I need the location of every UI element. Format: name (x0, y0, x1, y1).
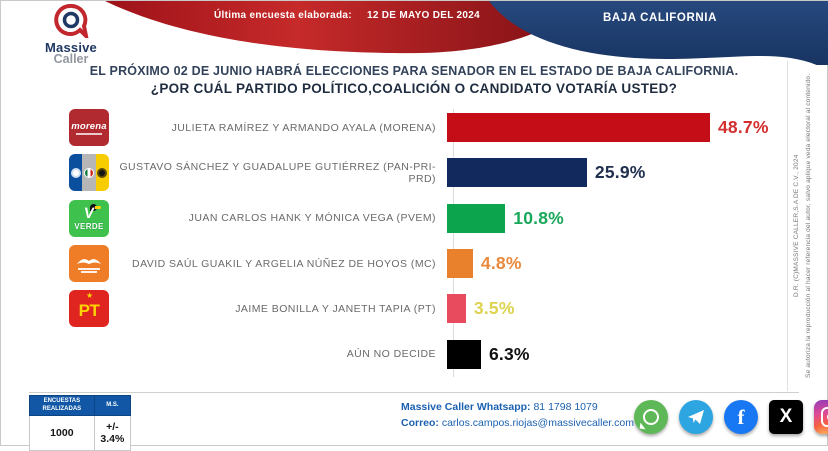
candidate-label: DAVID SAÚL GUAKIL Y ARGELIA NÚÑEZ DE HOY… (132, 257, 436, 270)
pri-emblem (83, 167, 94, 178)
last-survey-ribbon: Última encuesta elaborada: 12 DE MAYO DE… (179, 10, 515, 21)
surveys-count: 1000 (29, 415, 95, 451)
facebook-icon[interactable]: f (724, 400, 758, 434)
email-label: Correo: (401, 416, 439, 429)
last-survey-date: 12 DE MAYO DEL 2024 (366, 10, 480, 21)
poll-row-undecided: AÚN NO DECIDE 6.3% (69, 331, 769, 376)
date-ribbon-shape (105, 1, 585, 54)
morena-logo-subline (76, 132, 102, 135)
poll-row-pt: ★ PT JAIME BONILLA Y JANETH TAPIA (PT) 3… (69, 286, 769, 331)
toucan-icon (90, 203, 97, 211)
email-contact-line: Correo: carlos.campos.riojas@massivecall… (401, 416, 634, 432)
poll-row-morena: morena JULIETA RAMÍREZ Y ARMANDO AYALA (… (69, 105, 769, 150)
last-survey-label: Última encuesta elaborada: (214, 10, 352, 21)
result-bar-pt (447, 294, 466, 324)
social-icons: f X (634, 400, 828, 434)
contact-info: Massive Caller Whatsapp: 81 1798 1079 Co… (401, 400, 634, 432)
verde-v-mark: V (82, 204, 96, 222)
morena-logo-text: morena (71, 120, 107, 132)
brand-name-top: Massive (45, 40, 97, 55)
poll-bar-chart: morena JULIETA RAMÍREZ Y ARMANDO AYALA (… (69, 105, 769, 377)
candidate-label: JULIETA RAMÍREZ Y ARMANDO AYALA (MORENA) (171, 121, 436, 134)
whatsapp-bubble (643, 409, 659, 425)
pt-logo-text: PT (78, 300, 100, 320)
sample-size-table: ENCUESTAS REALIZADAS M.S. 1000 +/- 3.4% (29, 395, 132, 451)
copyright-separator-line (787, 61, 788, 391)
poll-row-pvem: V VERDE JUAN CARLOS HANK Y MÓNICA VEGA (… (69, 196, 769, 241)
title-line-1: EL PRÓXIMO 02 DE JUNIO HABRÁ ELECCIONES … (89, 64, 739, 78)
empty-logo-placeholder (69, 336, 109, 373)
telegram-plane (688, 410, 704, 424)
result-value: 4.8% (480, 253, 522, 274)
prd-stripe (95, 154, 109, 192)
result-value: 48.7% (718, 117, 769, 138)
candidate-label: GUSTAVO SÁNCHEZ Y GUADALUPE GUTIÉRREZ (P… (119, 160, 436, 185)
region-badge-shape (489, 1, 828, 65)
mc-logo-textline (81, 270, 97, 273)
pri-stripe (82, 154, 96, 192)
whatsapp-icon[interactable] (634, 400, 668, 434)
poll-row-mc: DAVID SAÚL GUAKIL Y ARGELIA NÚÑEZ DE HOY… (69, 241, 769, 286)
result-bar-pvem (447, 203, 506, 233)
pt-party-logo: ★ PT (69, 290, 109, 328)
instagram-camera (821, 407, 828, 427)
footer-separator-line (29, 392, 799, 393)
margin-value: +/- 3.4% (93, 415, 132, 451)
massive-caller-logo: Massive Caller (25, 3, 117, 66)
result-value: 25.9% (594, 162, 646, 183)
toucan-beak (95, 205, 101, 209)
pvem-verde-party-logo: V VERDE (69, 199, 109, 237)
poll-question-title: EL PRÓXIMO 02 DE JUNIO HABRÁ ELECCIONES … (56, 64, 772, 96)
title-line-2: ¿POR CUÁL PARTIDO POLÍTICO,COALICIÓN O C… (150, 81, 678, 96)
brand-name-bottom: Caller (53, 52, 89, 66)
morena-party-logo: morena (69, 109, 109, 147)
x-twitter-icon[interactable]: X (769, 400, 803, 434)
result-value: 6.3% (489, 343, 530, 364)
instagram-icon[interactable] (814, 400, 828, 434)
candidate-label: JUAN CARLOS HANK Y MÓNICA VEGA (PVEM) (188, 212, 436, 225)
chat-bubble-logo-icon (54, 3, 90, 43)
result-value: 10.8% (513, 207, 564, 228)
chart-axis-line (453, 109, 454, 377)
telegram-icon[interactable] (679, 400, 713, 434)
mc-logo-textline (78, 267, 100, 270)
x-glyph: X (779, 406, 793, 427)
poll-row-pan-pri-prd: GUSTAVO SÁNCHEZ Y GUADALUPE GUTIÉRREZ (P… (69, 150, 769, 195)
whatsapp-number: 81 1798 1079 (533, 401, 598, 413)
candidate-label: AÚN NO DECIDE (346, 348, 436, 361)
whatsapp-label: Massive Caller Whatsapp: (401, 401, 531, 413)
facebook-f-glyph: f (737, 404, 745, 429)
prd-emblem (97, 167, 108, 178)
whatsapp-bubble-tail (639, 422, 647, 430)
pan-emblem (70, 167, 81, 178)
surveys-header: ENCUESTAS REALIZADAS (29, 395, 95, 416)
whatsapp-contact-line: Massive Caller Whatsapp: 81 1798 1079 (401, 400, 634, 416)
mc-party-logo (69, 245, 109, 283)
result-value: 3.5% (473, 298, 515, 319)
pt-star-icon: ★ (86, 291, 94, 301)
email-address: carlos.campos.riojas@massivecaller.com (441, 416, 634, 429)
reproduction-notice: Se autoriza la reproducción al hacer ref… (805, 73, 812, 379)
header-ribbons (105, 1, 828, 65)
result-bar-pan-pri-prd (447, 158, 587, 188)
copyright-notice: D.R. (C)MASSIVE CALLER,S.A DE C.V., 2024 (793, 154, 800, 298)
mc-eagle-icon (77, 258, 101, 264)
result-bar-morena (447, 113, 710, 143)
verde-logo-text: VERDE (74, 221, 104, 231)
result-bar-undecided (447, 339, 481, 369)
margin-header: M.S. (93, 395, 132, 416)
pan-pri-prd-party-logo (69, 154, 109, 192)
candidate-label: JAIME BONILLA Y JANETH TAPIA (PT) (235, 302, 436, 315)
region-badge: BAJA CALIFORNIA (603, 12, 717, 24)
result-bar-mc (447, 249, 473, 279)
pan-stripe (69, 154, 83, 192)
